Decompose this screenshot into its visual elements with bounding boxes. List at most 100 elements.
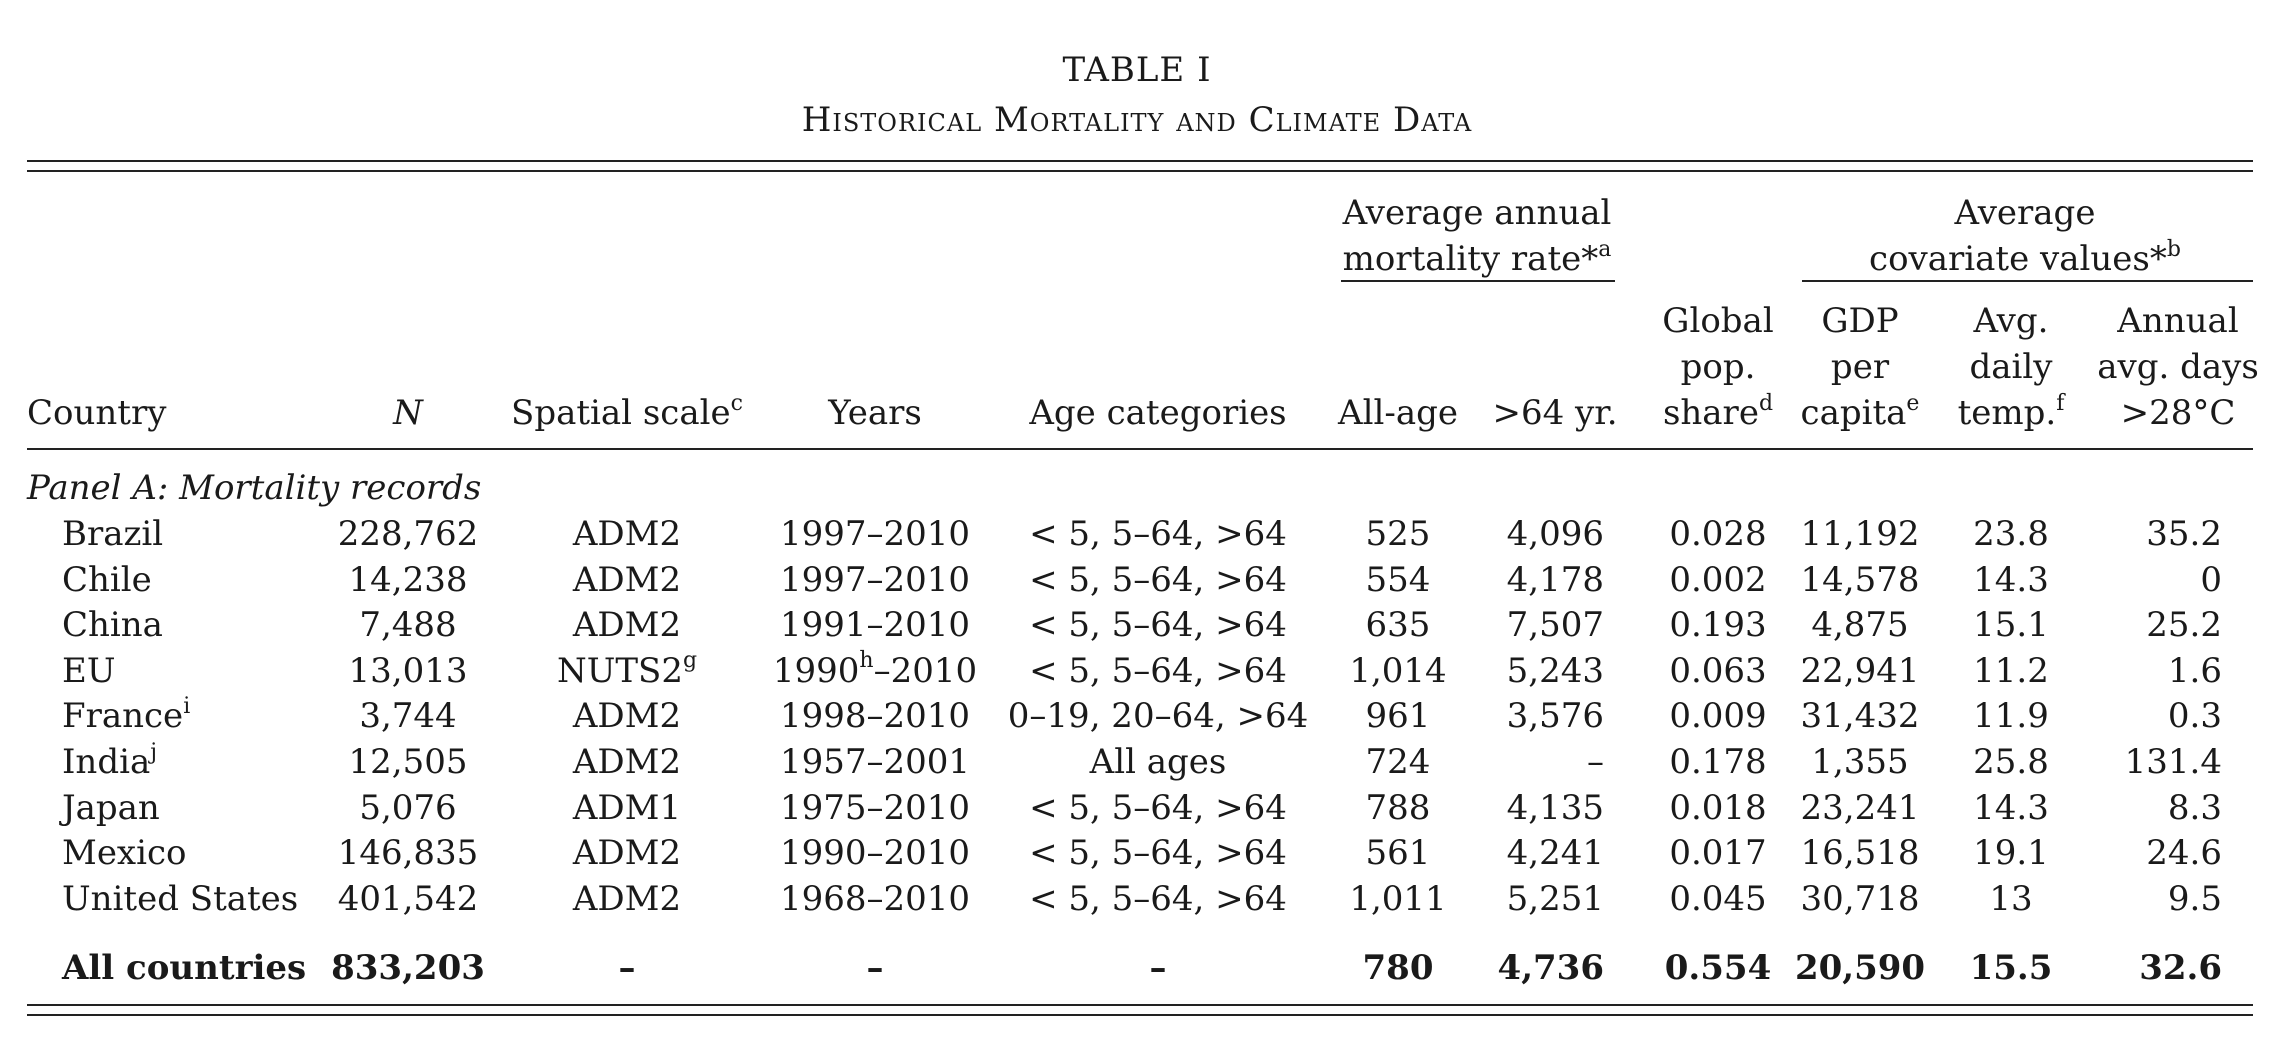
cell-scale: NUTS2g <box>556 648 698 691</box>
cell-days: 35.2 <box>2146 514 2222 554</box>
cell-temp: 14.3 <box>1973 559 2049 600</box>
cell-all-age: 554 <box>1365 559 1431 600</box>
col-header-over64: >64 yr. <box>1492 393 1618 433</box>
panel-label: Panel A: Mortality records <box>27 468 482 508</box>
cell-ages: < 5, 5–64, >64 <box>1029 605 1287 646</box>
cell-years: 1991–2010 <box>779 605 971 646</box>
cell-over64: 4,096 <box>1506 514 1604 554</box>
bottom-rule-2 <box>27 1014 2253 1016</box>
cell-gdp: 11,192 <box>1800 514 1920 554</box>
cell-scale: ADM2 <box>572 742 682 782</box>
cell-days: 131.4 <box>2124 742 2222 782</box>
cell-scale: ADM2 <box>572 878 682 919</box>
cell-temp: 25.8 <box>1973 742 2049 782</box>
cell-over64: 5,251 <box>1506 878 1604 919</box>
col-header-global-pop: Global pop. shared <box>1662 301 1774 433</box>
cell-country: Francei <box>62 694 191 737</box>
cell-country: Brazil <box>62 514 164 554</box>
cell-years: 1997–2010 <box>779 514 971 554</box>
cell-gdp: 23,241 <box>1800 787 1920 828</box>
cell-country: Japan <box>62 787 160 828</box>
total-pop: 0.554 <box>1664 948 1772 988</box>
cell-gdp: 4,875 <box>1811 605 1909 646</box>
cell-all-age: 1,011 <box>1349 878 1447 919</box>
cell-temp: 13 <box>1989 878 2033 919</box>
cell-years: 1990–2010 <box>779 833 971 874</box>
cell-temp: 11.2 <box>1973 650 2049 691</box>
col-header-gdp: GDP per capitae <box>1800 301 1920 433</box>
cell-pop: 0.045 <box>1669 878 1767 919</box>
col-header-country: Country <box>27 393 167 433</box>
header-rule <box>27 448 2253 450</box>
cell-n: 146,835 <box>337 833 479 874</box>
cell-scale: ADM2 <box>572 833 682 874</box>
cell-pop: 0.002 <box>1669 559 1767 600</box>
total-scale: – <box>618 948 636 988</box>
cell-years: 1975–2010 <box>779 787 971 828</box>
total-over64: 4,736 <box>1497 948 1604 988</box>
cell-n: 14,238 <box>348 559 468 600</box>
cell-over64: 7,507 <box>1506 605 1604 646</box>
cell-scale: ADM2 <box>572 605 682 646</box>
cell-n: 13,013 <box>348 650 468 691</box>
bottom-rule-1 <box>27 1004 2253 1006</box>
cell-gdp: 31,432 <box>1800 696 1920 737</box>
cell-gdp: 1,355 <box>1811 742 1909 782</box>
cell-country: EU <box>62 650 116 691</box>
cell-over64: – <box>1587 742 1604 782</box>
cell-pop: 0.178 <box>1669 742 1767 782</box>
cell-all-age: 1,014 <box>1349 650 1447 691</box>
cell-all-age: 525 <box>1365 514 1431 554</box>
cell-years: 1968–2010 <box>779 878 971 919</box>
cell-ages: < 5, 5–64, >64 <box>1029 559 1287 600</box>
cell-over64: 3,576 <box>1506 696 1604 737</box>
cell-n: 228,762 <box>337 514 479 554</box>
cell-n: 3,744 <box>359 696 457 737</box>
cell-scale: ADM1 <box>572 787 682 828</box>
cell-scale: ADM2 <box>572 696 682 737</box>
cell-temp: 11.9 <box>1973 696 2049 737</box>
cell-ages: All ages <box>1089 742 1227 782</box>
cell-over64: 5,243 <box>1506 650 1604 691</box>
cell-gdp: 30,718 <box>1800 878 1920 919</box>
total-days: 32.6 <box>2139 948 2222 988</box>
cell-country: Indiaj <box>62 739 158 782</box>
cell-all-age: 724 <box>1365 742 1431 782</box>
mortality-group-header: Average annual mortality rate*a <box>1342 193 1612 279</box>
cell-temp: 23.8 <box>1973 514 2049 554</box>
col-header-age-categories: Age categories <box>1029 393 1287 433</box>
col-header-n: N <box>393 393 423 433</box>
cell-pop: 0.063 <box>1669 650 1767 691</box>
cell-ages: < 5, 5–64, >64 <box>1029 878 1287 919</box>
cell-over64: 4,241 <box>1506 833 1604 874</box>
cell-ages: < 5, 5–64, >64 <box>1029 650 1287 691</box>
total-country: All countries <box>62 948 307 988</box>
col-header-spatial-scale: Spatial scalec <box>511 390 743 433</box>
cell-n: 5,076 <box>359 787 457 828</box>
cell-country: Mexico <box>62 833 187 874</box>
col-header-all-age: All-age <box>1338 393 1458 433</box>
cell-days: 9.5 <box>2167 878 2222 919</box>
cell-all-age: 635 <box>1365 605 1431 646</box>
cell-scale: ADM2 <box>572 514 682 554</box>
cell-years: 1957–2001 <box>779 742 971 782</box>
cell-over64: 4,135 <box>1506 787 1604 828</box>
cell-days: 8.3 <box>2167 787 2222 828</box>
cell-pop: 0.017 <box>1669 833 1767 874</box>
cell-all-age: 961 <box>1365 696 1431 737</box>
cell-years: 1997–2010 <box>779 559 971 600</box>
table-title: TABLE I <box>1062 50 1212 90</box>
cell-n: 12,505 <box>348 742 468 782</box>
cell-pop: 0.028 <box>1669 514 1767 554</box>
total-years: – <box>866 948 884 988</box>
col-header-temp: Avg. daily temp.f <box>1957 301 2065 433</box>
col-header-days28: Annual avg. days >28°C <box>2097 301 2259 433</box>
table-subtitle: Historical Mortality and Climate Data <box>801 100 1473 140</box>
cell-temp: 14.3 <box>1973 787 2049 828</box>
cell-all-age: 788 <box>1365 787 1431 828</box>
cell-country: China <box>62 605 163 646</box>
covariate-group-underline <box>1802 280 2253 282</box>
cell-n: 401,542 <box>337 878 479 919</box>
cell-gdp: 14,578 <box>1800 559 1920 600</box>
